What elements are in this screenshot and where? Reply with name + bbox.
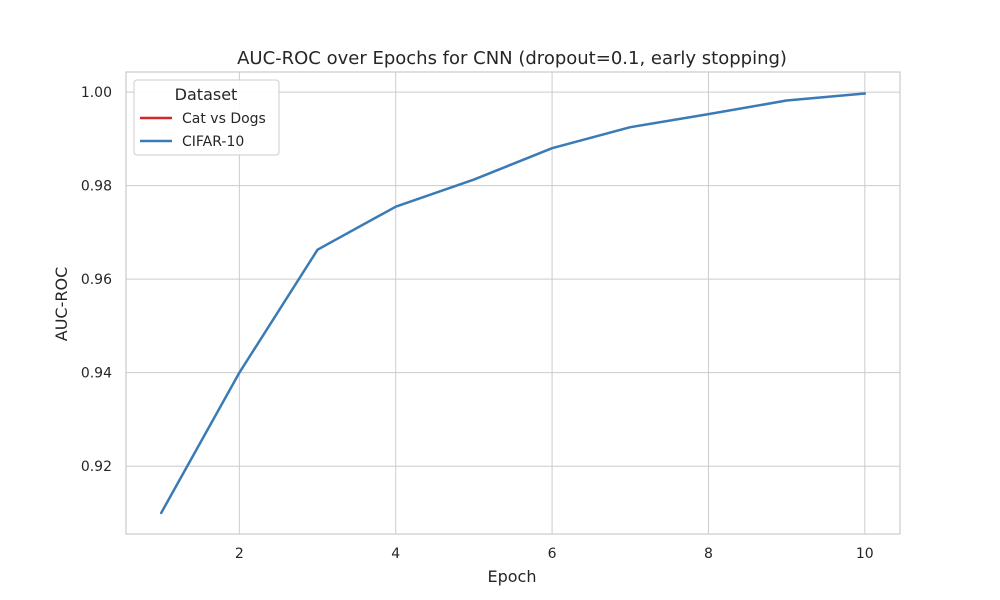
x-tick-label: 4 xyxy=(391,546,400,562)
tick-labels: 2 4 6 8 10 0.92 0.94 0.96 0.98 1.00 xyxy=(81,85,874,562)
legend-label: Cat vs Dogs xyxy=(182,111,266,127)
plot-frame xyxy=(125,71,901,535)
legend-title: Dataset xyxy=(175,85,238,104)
legend-box xyxy=(133,79,280,156)
legend: Dataset Cat vs Dogs CIFAR-10 xyxy=(133,79,280,156)
series-line-1 xyxy=(159,92,867,515)
x-tick-label: 10 xyxy=(856,546,874,562)
series-layer xyxy=(159,92,867,515)
y-tick-label: 1.00 xyxy=(81,85,112,101)
y-tick-label: 0.92 xyxy=(81,459,112,475)
y-axis-label: AUC-ROC xyxy=(52,267,71,341)
legend-entries: Cat vs Dogs CIFAR-10 xyxy=(140,111,266,150)
y-tick-label: 0.96 xyxy=(81,272,112,288)
x-tick-label: 8 xyxy=(704,546,713,562)
x-axis-label: Epoch xyxy=(488,567,537,586)
chart-title: AUC-ROC over Epochs for CNN (dropout=0.1… xyxy=(237,48,787,69)
y-tick-label: 0.98 xyxy=(81,179,112,195)
x-tick-label: 6 xyxy=(548,546,557,562)
legend-label: CIFAR-10 xyxy=(182,134,244,150)
x-tick-label: 2 xyxy=(235,546,244,562)
y-tick-label: 0.94 xyxy=(81,366,112,382)
